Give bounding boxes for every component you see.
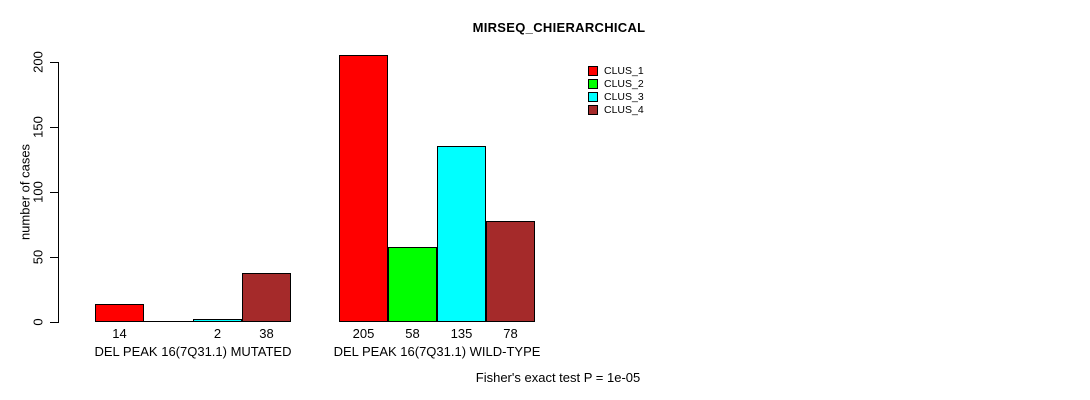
bar-clus_2-group2 — [388, 247, 437, 322]
bar-clus_3-group2 — [437, 146, 486, 322]
bar-value-label: 58 — [405, 326, 420, 341]
y-tick-label: 100 — [30, 181, 46, 203]
y-tick-label: 150 — [30, 116, 46, 138]
y-tick-label: 50 — [30, 249, 46, 265]
chart-title: MIRSEQ_CHIERARCHICAL — [472, 20, 646, 35]
legend-label: CLUS_3 — [604, 91, 644, 103]
x-category-label: DEL PEAK 16(7Q31.1) MUTATED — [94, 344, 292, 359]
fisher-test-annotation: Fisher's exact test P = 1e-05 — [475, 370, 641, 385]
legend-swatch-clus_3 — [588, 92, 598, 102]
legend-item: CLUS_3 — [588, 91, 678, 103]
bar-value-label: 205 — [352, 326, 375, 341]
y-tick — [50, 62, 58, 63]
y-axis-line — [58, 62, 59, 323]
legend: CLUS_1 CLUS_2 CLUS_3 CLUS_4 — [588, 65, 678, 121]
legend-item: CLUS_2 — [588, 78, 678, 90]
bar-value-label: 2 — [213, 326, 222, 341]
bar-clus_3-group1 — [193, 319, 242, 322]
legend-label: CLUS_4 — [604, 104, 644, 116]
y-tick-label: 0 — [30, 318, 46, 326]
bar-clus_4-group1 — [242, 273, 291, 322]
bar-value-label: 38 — [259, 326, 274, 341]
legend-swatch-clus_1 — [588, 66, 598, 76]
y-tick — [50, 127, 58, 128]
bar-clus_1-group2 — [339, 55, 388, 322]
legend-label: CLUS_1 — [604, 65, 644, 77]
y-tick-label: 200 — [30, 51, 46, 73]
x-category-label: DEL PEAK 16(7Q31.1) WILD-TYPE — [333, 344, 541, 359]
y-tick — [50, 322, 58, 323]
bar-clus_4-group2 — [486, 221, 535, 322]
y-tick — [50, 257, 58, 258]
legend-item: CLUS_4 — [588, 104, 678, 116]
bar-clus_1-group1 — [95, 304, 144, 322]
y-tick — [50, 192, 58, 193]
legend-label: CLUS_2 — [604, 78, 644, 90]
bar-value-label: 78 — [503, 326, 518, 341]
bar-clus_2-group1-zero — [144, 321, 193, 322]
bar-value-label: 135 — [450, 326, 473, 341]
legend-swatch-clus_4 — [588, 105, 598, 115]
legend-swatch-clus_2 — [588, 79, 598, 89]
bar-value-label: 14 — [112, 326, 127, 341]
legend-item: CLUS_1 — [588, 65, 678, 77]
